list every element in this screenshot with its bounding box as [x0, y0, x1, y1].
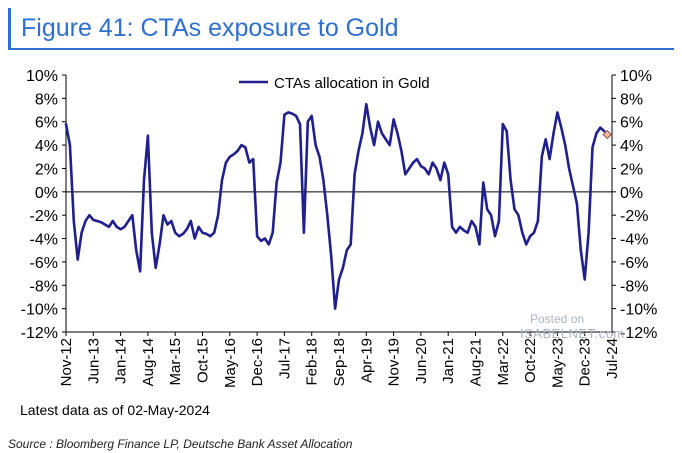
- x-tick-label: Sep-18: [331, 338, 348, 386]
- x-tick-label: Dec-16: [249, 338, 266, 386]
- x-tick-label: Aug-21: [468, 338, 485, 386]
- chart-legend: CTAs allocation in Gold: [239, 75, 430, 92]
- watermark-line-1: Posted on: [530, 312, 585, 326]
- y-tick-label-right: -12%: [620, 325, 657, 342]
- watermark: Posted on ISABELNET.com: [520, 312, 625, 341]
- y-tick-label-left: -2%: [30, 208, 58, 225]
- x-tick-label: Jan-14: [113, 338, 130, 384]
- x-tick-label: Dec-23: [577, 338, 594, 386]
- latest-point-marker: [602, 130, 612, 140]
- y-tick-label-right: 10%: [620, 68, 652, 85]
- y-tick-label-right: -4%: [620, 232, 648, 249]
- y-tick-label-right: 8%: [620, 91, 643, 108]
- y-tick-label-right: 0%: [620, 185, 643, 202]
- y-tick-label-left: 10%: [26, 68, 58, 85]
- y-tick-label-right: -6%: [620, 255, 648, 272]
- x-tick-label: Nov-12: [58, 338, 75, 386]
- y-tick-label-left: -8%: [30, 278, 58, 295]
- y-axis-right-ticks: 10% 8% 6% 4% 2% 0% -2% -4% -6% -8% -10% -12%: [612, 68, 657, 342]
- x-tick-label: Mar-22: [495, 338, 512, 386]
- y-tick-label-left: 0%: [35, 185, 58, 202]
- chart-axes: [65, 75, 613, 333]
- watermark-line-2: ISABELNET.com: [520, 326, 625, 341]
- y-tick-label-left: -6%: [30, 255, 58, 272]
- y-tick-label-left: 4%: [35, 138, 58, 155]
- x-tick-label: Jun-20: [413, 338, 430, 384]
- figure-title-bar: Figure 41: CTAs exposure to Gold: [8, 8, 674, 50]
- x-tick-label: Feb-18: [304, 338, 321, 386]
- source-note: Source : Bloomberg Finance LP, Deutsche …: [8, 437, 353, 451]
- latest-data-note: Latest data as of 02-May-2024: [20, 402, 210, 418]
- x-tick-label: May-16: [222, 338, 239, 388]
- x-tick-label: Jul-24: [604, 338, 621, 379]
- x-tick-label: Apr-19: [358, 338, 375, 383]
- x-tick-label: Jun-13: [85, 338, 102, 384]
- x-tick-label: Jul-17: [276, 338, 293, 379]
- x-tick-label: Oct-22: [522, 338, 539, 383]
- y-tick-label-left: -4%: [30, 232, 58, 249]
- y-tick-label-left: -12%: [21, 325, 58, 342]
- y-tick-label-right: -10%: [620, 302, 657, 319]
- y-tick-label-right: 4%: [620, 138, 643, 155]
- y-axis-left-ticks: 10% 8% 6% 4% 2% 0% -2% -4% -6% -8% -10% -12%: [21, 68, 66, 342]
- figure-title: Figure 41: CTAs exposure to Gold: [21, 14, 399, 42]
- title-underline: [11, 48, 674, 50]
- y-tick-label-right: 6%: [620, 115, 643, 132]
- y-tick-label-left: 2%: [35, 161, 58, 178]
- x-tick-label: Aug-14: [140, 338, 157, 386]
- y-tick-label-left: -10%: [21, 302, 58, 319]
- y-tick-label-left: 8%: [35, 91, 58, 108]
- x-tick-label: Nov-19: [386, 338, 403, 386]
- x-tick-label: Mar-15: [167, 338, 184, 386]
- y-tick-label-right: -8%: [620, 278, 648, 295]
- x-tick-label: May-23: [549, 338, 566, 388]
- series-layer: [64, 102, 612, 310]
- y-tick-label-left: 6%: [35, 115, 58, 132]
- y-tick-label-right: -2%: [620, 208, 648, 225]
- y-tick-label-right: 2%: [620, 161, 643, 178]
- x-tick-label: Jan-21: [440, 338, 457, 384]
- x-axis-ticks: Nov-12 Jun-13 Jan-14 Aug-14 Mar-15 Oct-15 May-…: [58, 332, 621, 388]
- x-tick-label: Oct-15: [195, 338, 212, 383]
- legend-label: CTAs allocation in Gold: [274, 75, 430, 92]
- series-line-ctas-allocation-in-gold: [64, 102, 606, 310]
